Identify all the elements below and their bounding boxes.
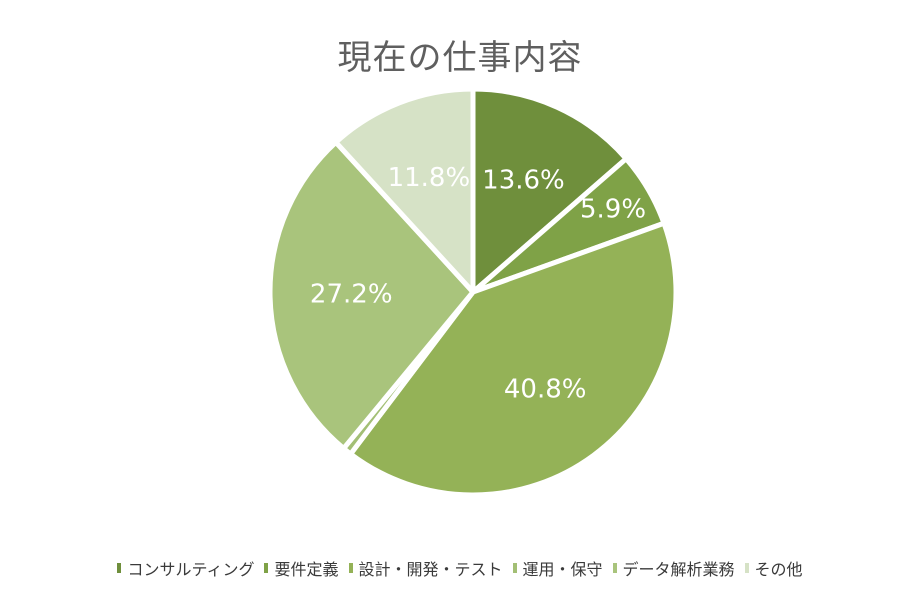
legend-label: 設計・開発・テスト bbox=[358, 560, 503, 579]
legend-item-4: 運用・保守 bbox=[512, 556, 603, 580]
legend-item-5: データ解析業務 bbox=[612, 556, 735, 580]
legend-swatch bbox=[264, 563, 269, 573]
data-label-5: 27.2% bbox=[310, 280, 393, 310]
legend-item-1: コンサルティング bbox=[117, 556, 254, 580]
legend-label: その他 bbox=[754, 560, 803, 579]
legend-label: コンサルティング bbox=[127, 560, 255, 579]
legend-label: データ解析業務 bbox=[622, 560, 735, 579]
chart-title: 現在の仕事内容 bbox=[337, 38, 583, 78]
legend-label: 要件定義 bbox=[274, 560, 339, 579]
legend-item-6: その他 bbox=[744, 556, 803, 580]
legend-swatch bbox=[612, 563, 617, 573]
data-label-2: 5.9% bbox=[580, 194, 646, 224]
pie-slice-3 bbox=[348, 220, 679, 498]
legend-swatch bbox=[348, 563, 353, 573]
pie-slice-6 bbox=[333, 86, 476, 295]
data-label-1: 13.6% bbox=[482, 166, 565, 196]
legend-swatch bbox=[117, 563, 122, 573]
pie-slice-1 bbox=[470, 86, 629, 295]
legend-item-3: 設計・開発・テスト bbox=[348, 556, 503, 580]
chart-legend: コンサルティング 要件定義 設計・開発・テスト 運用・保守 データ解析業務 その他 bbox=[0, 556, 920, 580]
legend-item-2: 要件定義 bbox=[264, 556, 339, 580]
legend-swatch bbox=[512, 563, 517, 573]
data-label-6: 11.8% bbox=[388, 163, 471, 193]
legend-swatch bbox=[744, 563, 749, 573]
legend-label: 運用・保守 bbox=[522, 560, 603, 579]
pie-slice-5 bbox=[267, 139, 476, 451]
data-label-3: 40.8% bbox=[504, 375, 587, 405]
